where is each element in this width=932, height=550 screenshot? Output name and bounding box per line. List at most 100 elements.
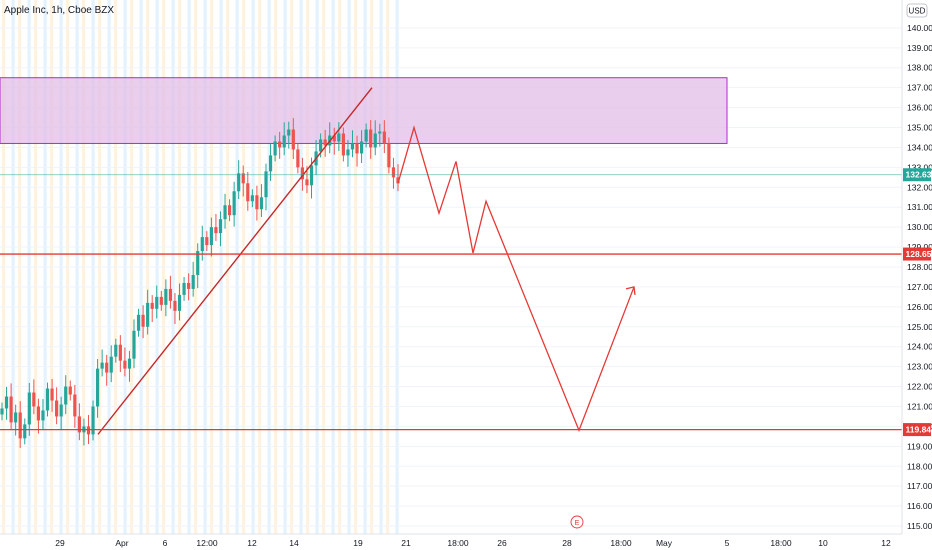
projection-path[interactable] xyxy=(397,125,635,433)
candle-body xyxy=(214,227,218,234)
candle-body xyxy=(64,386,68,405)
time-tick-label: 12 xyxy=(247,538,257,548)
candle-body xyxy=(282,135,286,148)
candle-body xyxy=(387,143,391,168)
time-tick-label: 14 xyxy=(289,538,299,548)
candle-body xyxy=(205,237,209,246)
candle-body xyxy=(264,171,268,198)
candle-body xyxy=(105,362,109,373)
candle-body xyxy=(45,388,50,411)
time-tick-label: 29 xyxy=(55,538,65,548)
candle-body xyxy=(296,149,300,168)
candle-body xyxy=(86,426,91,435)
time-tick-label: 5 xyxy=(725,538,730,548)
price-tick-label: 116.00 xyxy=(907,501,932,511)
candle-body xyxy=(0,408,4,415)
candle-body xyxy=(332,135,336,142)
candle-body xyxy=(177,294,182,311)
candle-body xyxy=(223,205,227,220)
price-tick-label: 139.00 xyxy=(907,43,932,53)
candle-body xyxy=(255,195,259,210)
candle-body xyxy=(132,330,136,359)
candle-body xyxy=(323,139,327,146)
price-tick-label: 125.00 xyxy=(907,322,932,332)
currency-badge xyxy=(906,3,928,18)
price-tick-label: 137.00 xyxy=(907,83,932,93)
candle-body xyxy=(337,133,341,142)
candle-body xyxy=(155,296,159,309)
candle-body xyxy=(187,282,191,289)
candle-body xyxy=(118,344,122,361)
price-tick-label: 123.00 xyxy=(907,362,932,372)
time-tick-label: 21 xyxy=(401,538,411,548)
price-badge-label: 132.63 xyxy=(906,170,932,180)
candle-body xyxy=(141,314,145,327)
price-tick-label: 118.00 xyxy=(907,461,932,471)
price-badges: 132.63 128.65 119.84 xyxy=(903,168,932,437)
price-tick-label: 134.00 xyxy=(907,142,932,152)
candle-body xyxy=(127,358,132,369)
time-tick-label: May xyxy=(656,538,673,548)
price-tick-label: 121.00 xyxy=(907,401,932,411)
candle-body xyxy=(200,237,204,252)
candle-body xyxy=(123,360,127,369)
price-tick-label: 124.00 xyxy=(907,342,932,352)
candle-body xyxy=(168,288,173,301)
trendline[interactable] xyxy=(97,87,373,435)
candle-body xyxy=(359,141,364,154)
candle-body xyxy=(73,394,77,417)
candle-body xyxy=(227,205,232,216)
candle-body xyxy=(305,179,309,186)
time-tick-label: 12:00 xyxy=(196,538,218,548)
candle-body xyxy=(173,300,177,311)
price-tick-label: 115.00 xyxy=(907,521,932,531)
time-axis-bg xyxy=(0,534,932,550)
candle-body xyxy=(150,302,154,309)
price-tick-label: 133.00 xyxy=(907,162,932,172)
price-tick-label: 128.00 xyxy=(907,262,932,272)
candle-body xyxy=(300,167,305,180)
time-axis[interactable]: 29 Apr 6 12:00 12 14 19 21 18:00 26 28 18:00 May 5 18:… xyxy=(55,538,891,548)
candle-body xyxy=(50,388,54,401)
time-tick-label: 19 xyxy=(353,538,363,548)
price-badge-label: 128.65 xyxy=(906,249,932,259)
candle-body xyxy=(250,195,254,202)
time-tick-label: 28 xyxy=(562,538,572,548)
candle-body xyxy=(346,149,350,156)
price-axis-bg xyxy=(902,0,932,550)
earnings-icon xyxy=(570,515,584,529)
price-tick-label: 138.00 xyxy=(907,63,932,73)
candle-body xyxy=(159,296,163,305)
earnings-marker[interactable]: E xyxy=(570,515,584,529)
time-tick-label: 26 xyxy=(497,538,507,548)
candle-body xyxy=(246,183,250,202)
candle-body xyxy=(182,282,186,295)
time-tick-label: 18:00 xyxy=(770,538,792,548)
candle-body xyxy=(68,386,72,395)
candle-body xyxy=(232,191,236,216)
candle-body xyxy=(9,396,13,423)
time-tick-label: 6 xyxy=(163,538,168,548)
candle-body xyxy=(23,424,27,439)
currency-label[interactable]: USD xyxy=(906,3,928,18)
candle-body xyxy=(109,356,113,373)
candles xyxy=(0,118,400,448)
candle-body xyxy=(391,167,396,178)
candle-body xyxy=(364,129,368,142)
price-badge xyxy=(903,423,931,437)
candle-body xyxy=(369,129,373,148)
candle-body xyxy=(41,410,45,421)
earnings-label: E xyxy=(575,520,580,527)
candle-body xyxy=(4,396,9,409)
resistance-zone[interactable] xyxy=(0,77,728,144)
price-badge xyxy=(903,168,931,182)
price-axis[interactable]: 115.00116.00117.00118.00119.00120.00121.… xyxy=(907,23,932,531)
price-tick-label: 135.00 xyxy=(907,123,932,133)
time-tick-label: 18:00 xyxy=(447,538,469,548)
horizontal-levels[interactable] xyxy=(0,253,902,431)
price-tick-label: 140.00 xyxy=(907,23,932,33)
candle-body xyxy=(373,133,377,148)
time-tick-label: 18:00 xyxy=(610,538,632,548)
candle-body xyxy=(396,177,400,184)
